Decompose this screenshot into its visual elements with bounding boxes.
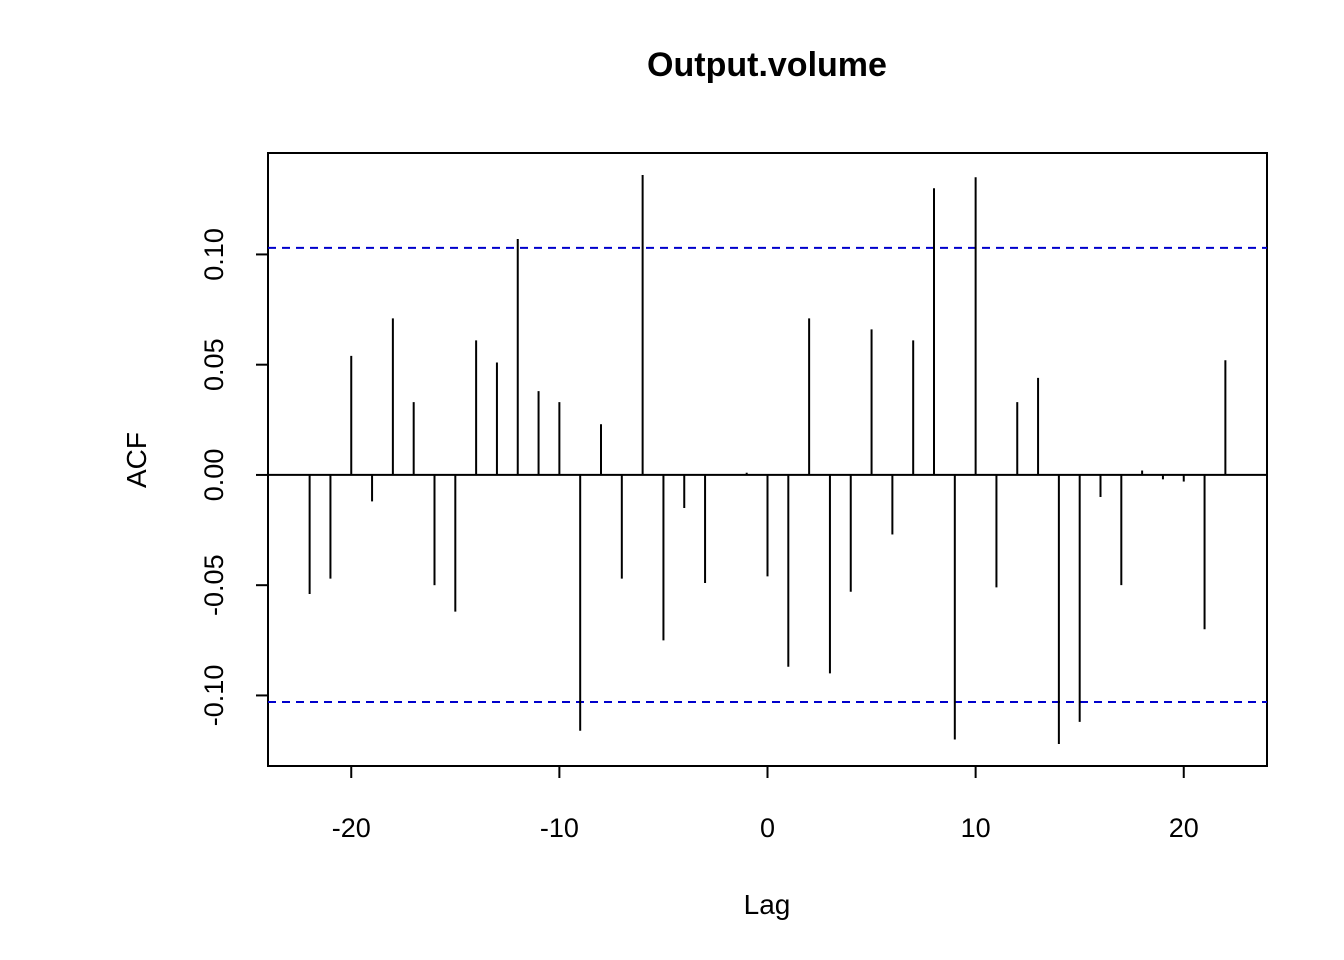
x-tick-label: 10 [961, 813, 991, 843]
x-tick-label: 20 [1169, 813, 1199, 843]
chart-title: Output.volume [647, 46, 887, 84]
y-tick-label: 0.10 [199, 228, 229, 281]
x-tick-label: -10 [540, 813, 579, 843]
x-tick-label: 0 [760, 813, 775, 843]
y-tick-label: 0.05 [199, 338, 229, 391]
y-tick-label: 0.00 [199, 449, 229, 502]
x-axis: -20 -10 0 10 20 [332, 766, 1199, 843]
x-axis-title: Lag [744, 889, 791, 920]
acf-bars [308, 175, 1227, 744]
plot-frame [267, 152, 1268, 767]
confidence-bounds [268, 246, 1267, 704]
y-tick-label: -0.10 [199, 665, 229, 727]
x-tick-label: -20 [332, 813, 371, 843]
y-axis: -0.10 -0.05 0.00 0.05 0.10 [199, 228, 268, 726]
y-tick-label: -0.05 [199, 554, 229, 616]
y-axis-title: ACF [121, 432, 152, 488]
